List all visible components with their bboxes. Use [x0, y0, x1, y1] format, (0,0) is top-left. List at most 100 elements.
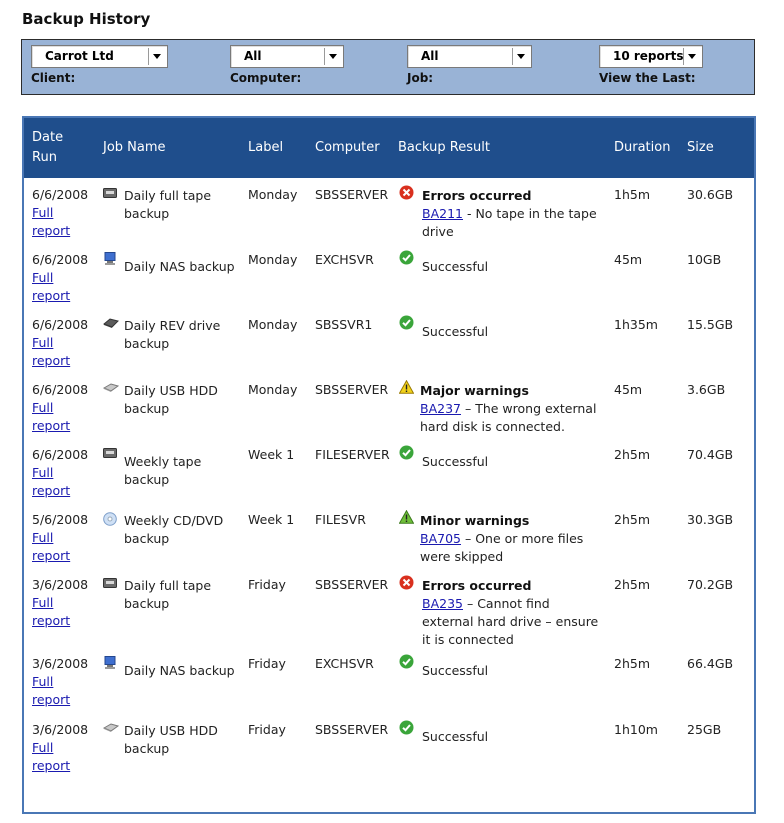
job-select[interactable]: All	[407, 45, 532, 68]
full-report-link[interactable]: Full report	[32, 674, 71, 707]
result-title: Successful	[422, 729, 489, 744]
date-run-cell: 6/6/2008 Full report	[32, 186, 94, 240]
success-icon	[399, 445, 414, 460]
full-report-link[interactable]: Full report	[32, 740, 71, 773]
duration-cell: 2h5m	[614, 512, 651, 527]
usb-hdd-icon	[102, 382, 120, 394]
error-icon	[399, 575, 414, 590]
full-report-link[interactable]: Full report	[32, 335, 71, 368]
computer-cell: SBSSERVER	[315, 187, 389, 202]
column-header-backup-result[interactable]: Backup Result	[398, 140, 490, 155]
cd-dvd-icon	[103, 512, 117, 526]
view-last-label: View the Last:	[599, 71, 696, 85]
duration-cell: 2h5m	[614, 656, 651, 671]
filter-bar: Carrot Ltd Client: All Computer: All Job…	[21, 39, 755, 95]
full-report-link[interactable]: Full report	[32, 595, 71, 628]
date-run-cell: 6/6/2008 Full report	[32, 316, 94, 370]
date-run-cell: 3/6/2008 Full report	[32, 576, 94, 630]
table-row: 3/6/2008 Full report Daily USB HDD backup F…	[24, 716, 754, 778]
table-row: 3/6/2008 Full report Daily full tape backu…	[24, 571, 754, 647]
computer-filter: All Computer:	[230, 45, 344, 85]
error-code-link[interactable]: BA705	[420, 531, 461, 546]
error-code-link[interactable]: BA235	[422, 596, 463, 611]
computer-cell: SBSSERVER	[315, 722, 389, 737]
result-title: Successful	[422, 454, 489, 469]
table-row: 6/6/2008 Full report Weekly tape backup Wee…	[24, 441, 754, 503]
column-header-duration[interactable]: Duration	[614, 140, 671, 155]
label-cell: Monday	[248, 317, 298, 332]
date-run: 3/6/2008	[32, 722, 89, 737]
job-name: Weekly CD/DVD backup	[124, 513, 224, 546]
job-filter: All Job:	[407, 45, 532, 85]
date-run: 5/6/2008	[32, 512, 89, 527]
column-header-label[interactable]: Label	[248, 140, 284, 155]
size-cell: 30.3GB	[687, 512, 734, 527]
result-message: – Cannot find external hard drive – ensu…	[422, 596, 599, 647]
full-report-link[interactable]: Full report	[32, 400, 71, 433]
chevron-down-icon[interactable]	[148, 48, 165, 65]
minor-warning-icon	[398, 509, 415, 525]
chevron-down-icon[interactable]	[683, 48, 700, 65]
error-code-link[interactable]: BA211	[422, 206, 463, 221]
nas-computer-icon	[103, 656, 117, 669]
table-row: 6/6/2008 Full report Daily USB HDD backup M…	[24, 376, 754, 438]
date-run: 3/6/2008	[32, 577, 89, 592]
column-header-size[interactable]: Size	[687, 140, 714, 155]
job-name: Weekly tape backup	[124, 454, 202, 487]
full-report-link[interactable]: Full report	[32, 270, 71, 303]
backup-result-cell: Successful	[422, 728, 600, 746]
success-icon	[399, 250, 414, 265]
size-cell: 70.2GB	[687, 577, 734, 592]
backup-result-cell: Successful	[422, 258, 600, 276]
job-select-value: All	[421, 49, 439, 63]
table-row: 5/6/2008 Full report Weekly CD/DVD backup W…	[24, 506, 754, 568]
view-last-select[interactable]: 10 reports	[599, 45, 703, 68]
size-cell: 15.5GB	[687, 317, 734, 332]
label-cell: Monday	[248, 187, 298, 202]
full-report-link[interactable]: Full report	[32, 530, 71, 563]
table-header: Date Run Job Name Label Computer Backup …	[24, 118, 754, 178]
client-select-value: Carrot Ltd	[45, 49, 114, 63]
result-detail: BA237 – The wrong external hard disk is …	[420, 400, 598, 436]
date-run-cell: 6/6/2008 Full report	[32, 251, 94, 305]
backup-result-cell: Successful	[422, 662, 600, 680]
duration-cell: 1h35m	[614, 317, 658, 332]
date-run: 6/6/2008	[32, 317, 89, 332]
duration-cell: 2h5m	[614, 577, 651, 592]
result-title: Major warnings	[420, 383, 529, 398]
backup-history-table: Date Run Job Name Label Computer Backup …	[22, 116, 756, 814]
full-report-link[interactable]: Full report	[32, 465, 71, 498]
result-title: Errors occurred	[422, 578, 532, 593]
computer-select-value: All	[244, 49, 262, 63]
job-name: Daily full tape backup	[124, 578, 212, 611]
backup-result-cell: Errors occurred BA235 – Cannot find exter…	[422, 577, 600, 649]
column-header-computer[interactable]: Computer	[315, 140, 380, 155]
computer-cell: SBSSERVER	[315, 382, 389, 397]
chevron-down-icon[interactable]	[512, 48, 529, 65]
full-report-link[interactable]: Full report	[32, 205, 71, 238]
computer-cell: SBSSVR1	[315, 317, 373, 332]
date-run-cell: 3/6/2008 Full report	[32, 655, 94, 709]
job-name: Daily USB HDD backup	[124, 383, 218, 416]
result-detail: BA705 – One or more files were skipped	[420, 530, 598, 566]
column-header-date-run[interactable]: Date Run	[32, 130, 64, 165]
computer-select[interactable]: All	[230, 45, 344, 68]
label-cell: Week 1	[248, 447, 295, 462]
result-detail: BA235 – Cannot find external hard drive …	[422, 595, 600, 649]
result-title: Successful	[422, 324, 489, 339]
label-cell: Monday	[248, 382, 298, 397]
computer-cell: FILESVR	[315, 512, 366, 527]
table-row: 6/6/2008 Full report Daily NAS backup Monda…	[24, 246, 754, 308]
tape-drive-icon	[103, 577, 117, 589]
result-detail: BA211 - No tape in the tape drive	[422, 205, 600, 241]
date-run: 6/6/2008	[32, 447, 89, 462]
computer-cell: FILESERVER	[315, 447, 390, 462]
success-icon	[399, 720, 414, 735]
client-select[interactable]: Carrot Ltd	[31, 45, 168, 68]
column-header-job-name[interactable]: Job Name	[103, 140, 166, 155]
error-code-link[interactable]: BA237	[420, 401, 461, 416]
size-cell: 10GB	[687, 252, 722, 267]
duration-cell: 45m	[614, 252, 643, 267]
chevron-down-icon[interactable]	[324, 48, 341, 65]
view-last-select-value: 10 reports	[613, 49, 684, 63]
